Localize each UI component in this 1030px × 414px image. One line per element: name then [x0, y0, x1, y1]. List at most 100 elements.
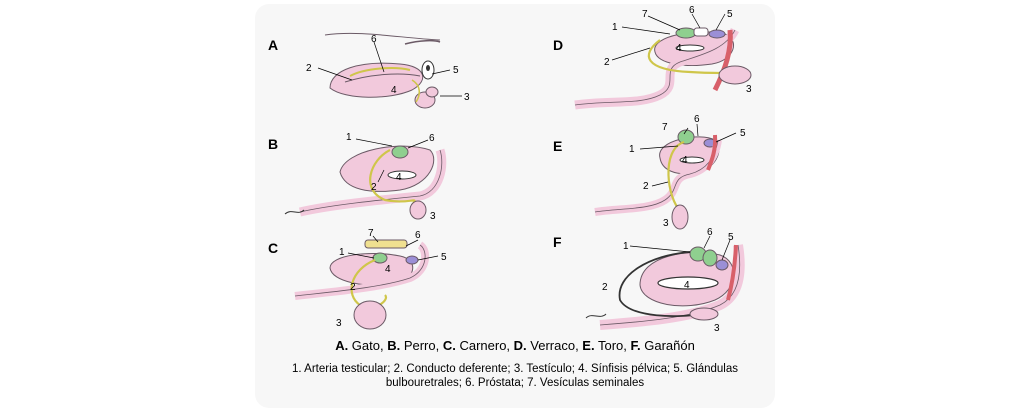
pelvic-symphysis — [675, 44, 705, 52]
leader-line — [347, 252, 375, 259]
caption-species-name: Perro, — [400, 338, 443, 353]
label-1: 1 — [623, 241, 629, 252]
label-2: 2 — [602, 282, 608, 293]
panel-letter: B — [268, 136, 278, 152]
anus — [426, 65, 430, 71]
label-4: 4 — [682, 155, 688, 166]
leader-line — [431, 69, 451, 75]
label-6: 6 — [694, 114, 700, 125]
caption-species-name: Garañón — [640, 338, 695, 353]
label-3: 3 — [464, 92, 470, 103]
leader-line — [417, 255, 439, 261]
leader-line — [373, 41, 385, 73]
penis-outline — [594, 139, 719, 213]
penis-outline — [574, 29, 736, 106]
testis — [353, 300, 387, 330]
urethral-muscle — [712, 29, 733, 92]
label-7: 7 — [662, 122, 668, 133]
leader-line — [377, 169, 385, 183]
caption-species-name: Gato, — [348, 338, 388, 353]
label-1: 1 — [346, 132, 352, 143]
testis — [409, 200, 427, 220]
prostate — [693, 27, 709, 37]
leader-line — [715, 13, 726, 31]
caption-species-name: Toro, — [594, 338, 631, 353]
leader-line — [355, 138, 393, 147]
caption-species: A. Gato, B. Perro, C. Carnero, D. Verrac… — [255, 338, 775, 353]
leader-line — [611, 47, 651, 61]
label-2: 2 — [371, 182, 377, 193]
ampulla — [372, 252, 388, 264]
label-2: 2 — [604, 57, 610, 68]
label-3: 3 — [714, 323, 720, 334]
penis-outline — [299, 149, 443, 213]
label-6: 6 — [429, 133, 435, 144]
panel-letter: F — [553, 234, 562, 250]
label-4: 4 — [391, 85, 397, 96]
panel-letter: A — [268, 37, 278, 53]
leader-line — [683, 127, 689, 135]
panel-d: D 7 6 5 1 4 2 3 — [553, 5, 752, 110]
ductus-deferens — [618, 251, 701, 318]
testis — [718, 65, 752, 85]
leader-line — [691, 13, 701, 29]
rectum-outline — [324, 32, 441, 41]
bladder — [339, 145, 435, 192]
label-2: 2 — [350, 282, 356, 293]
label-3: 3 — [430, 211, 436, 222]
leader-line — [715, 132, 737, 143]
vesicular-gland — [702, 249, 718, 267]
label-7: 7 — [368, 228, 374, 239]
label-7: 7 — [642, 9, 648, 20]
label-1: 1 — [629, 144, 635, 155]
panel-f: F 1 6 5 4 2 3 — [553, 227, 745, 334]
label-6: 6 — [415, 230, 421, 241]
panel-letter: C — [268, 240, 278, 256]
label-4: 4 — [385, 264, 391, 275]
pelvic-symphysis — [679, 156, 705, 164]
bulbourethral-gland — [405, 255, 419, 265]
penis-outline — [599, 244, 741, 326]
epididymis — [425, 86, 439, 98]
label-2: 2 — [643, 181, 649, 192]
testis — [671, 204, 689, 230]
urethral-muscle — [706, 134, 718, 171]
testis — [689, 307, 719, 321]
caption-letter: B. — [387, 338, 401, 353]
leader-line — [721, 239, 731, 261]
panel-b: B 1 6 4 2 3 — [268, 132, 447, 222]
panel-letter: E — [553, 138, 562, 154]
ductus-deferens — [349, 67, 411, 77]
label-3: 3 — [663, 218, 669, 229]
caption-species-name: Verraco, — [526, 338, 583, 353]
urethral-muscle — [726, 244, 738, 301]
leader-line — [629, 245, 691, 253]
leader-line — [405, 239, 419, 247]
leader-line — [696, 123, 699, 137]
legend-line: 1. Arteria testicular; 2. Conducto defer… — [292, 363, 738, 375]
leader-line — [621, 26, 671, 35]
label-5: 5 — [441, 252, 447, 263]
caption-letter: E. — [582, 338, 595, 353]
panel-letter: D — [553, 37, 563, 53]
label-4: 4 — [396, 172, 402, 183]
caption-letter: F. — [630, 338, 641, 353]
label-6: 6 — [707, 227, 713, 238]
label-4: 4 — [684, 280, 690, 291]
label-1: 1 — [612, 22, 618, 33]
label-3: 3 — [336, 318, 342, 329]
leader-line — [651, 181, 669, 187]
bulbourethral-gland — [715, 259, 729, 271]
caption-letter: A. — [335, 338, 349, 353]
duct-loop — [411, 79, 420, 103]
caption-species-name: Carnero, — [455, 338, 514, 353]
leader-line — [407, 139, 429, 149]
prepuce-edge — [284, 209, 305, 215]
legend-line: bulbouretrales; 6. Próstata; 7. Vesícula… — [385, 377, 645, 389]
leader-line — [647, 15, 681, 31]
penis-outline — [294, 244, 426, 297]
label-1: 1 — [339, 247, 345, 258]
pelvic-symphysis — [657, 276, 719, 290]
label-6: 6 — [371, 34, 377, 45]
